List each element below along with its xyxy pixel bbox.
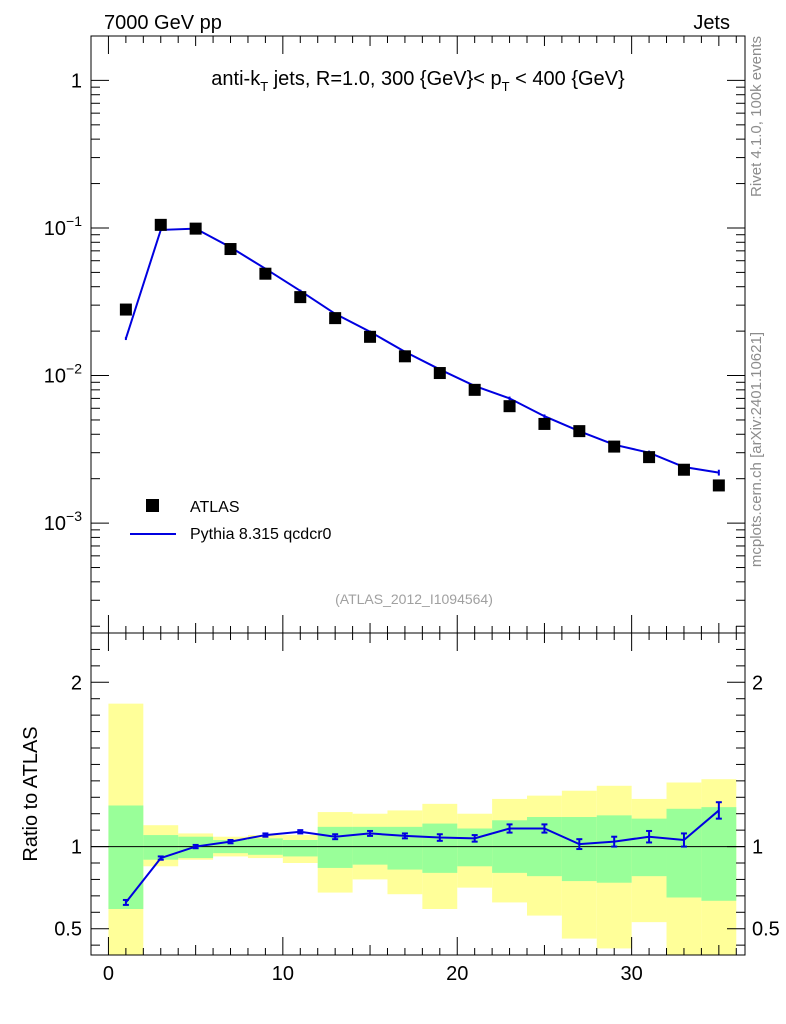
atlas-data-point (608, 440, 621, 453)
header-energy-label: 7000 GeV pp (104, 12, 222, 34)
x-tick-label: 0 (103, 963, 114, 985)
atlas-data-point (189, 222, 202, 235)
ratio-plot-content (91, 801, 745, 906)
atlas-data-point (329, 312, 342, 325)
atlas-data-point (677, 463, 690, 476)
atlas-data-point (573, 425, 586, 438)
atlas-data-point (224, 243, 237, 256)
atlas-data-point (259, 267, 272, 280)
legend-atlas-marker (146, 499, 159, 512)
atlas-data-point (712, 479, 725, 492)
atlas-data-point (538, 417, 551, 430)
main-axis-ticks: 1 10−1 10−2 10−3 (44, 35, 745, 633)
atlas-data-point (643, 451, 656, 464)
analysis-id-label: (ATLAS_2012_I1094564) (335, 591, 493, 607)
atlas-data-point (364, 330, 377, 343)
y-tick-label: 1 (71, 70, 82, 92)
pythia-line (124, 227, 719, 474)
atlas-data-point (294, 291, 307, 304)
legend-atlas-label: ATLAS (190, 499, 240, 516)
legend-pythia-label: Pythia 8.315 qcdcr0 (190, 526, 332, 543)
ratio-y-axis-label: Ratio to ATLAS (20, 726, 42, 861)
uncertainty-band-bin (317, 826, 353, 868)
atlas-data-point (468, 383, 481, 396)
uncertainty-band-bin (422, 823, 458, 873)
x-tick-label: 30 (621, 963, 643, 985)
uncertainty-band-bin (666, 808, 702, 898)
atlas-data-point (119, 303, 132, 316)
y-tick-label-right: 0.5 (752, 919, 780, 941)
y-tick-label-right: 1 (752, 837, 763, 859)
atlas-data-point (503, 400, 516, 413)
y-tick-label: 10−2 (44, 361, 82, 388)
uncertainty-band-bin (631, 818, 667, 877)
plot-title: anti-kT jets, R=1.0, 300 {GeV}< pT < 400… (211, 68, 625, 94)
atlas-data-point (433, 367, 446, 380)
legend: ATLAS Pythia 8.315 qcdcr0 (130, 499, 332, 543)
ratio-frame (90, 632, 746, 956)
y-tick-label: 10−1 (44, 213, 82, 240)
ratio-uncertainty-bands (108, 703, 737, 955)
uncertainty-band-bin (596, 815, 632, 883)
y-tick-label-right: 2 (752, 672, 763, 694)
uncertainty-band-bin (282, 840, 318, 857)
rivet-label: Rivet 4.1.0, 100k events (748, 36, 765, 197)
ratio-axis-ticks: 0 10 20 30 2 2 1 1 0.5 0.5 (54, 633, 780, 985)
x-tick-label: 10 (272, 963, 294, 985)
y-tick-label: 0.5 (54, 919, 82, 941)
main-plot-content (119, 218, 725, 492)
uncertainty-band-bin (701, 807, 737, 901)
y-tick-label: 10−3 (44, 508, 82, 535)
mcplots-label: mcplots.cern.ch [arXiv:2401.10621] (748, 332, 765, 567)
atlas-data-point (154, 218, 167, 231)
main-frame (90, 35, 746, 634)
ratio-line (125, 809, 720, 904)
y-tick-label: 1 (71, 837, 82, 859)
uncertainty-band-bin (108, 805, 144, 909)
y-tick-label: 2 (71, 672, 82, 694)
atlas-data-point (398, 350, 411, 363)
header-process-label: Jets (693, 12, 730, 34)
x-tick-label: 20 (446, 963, 468, 985)
